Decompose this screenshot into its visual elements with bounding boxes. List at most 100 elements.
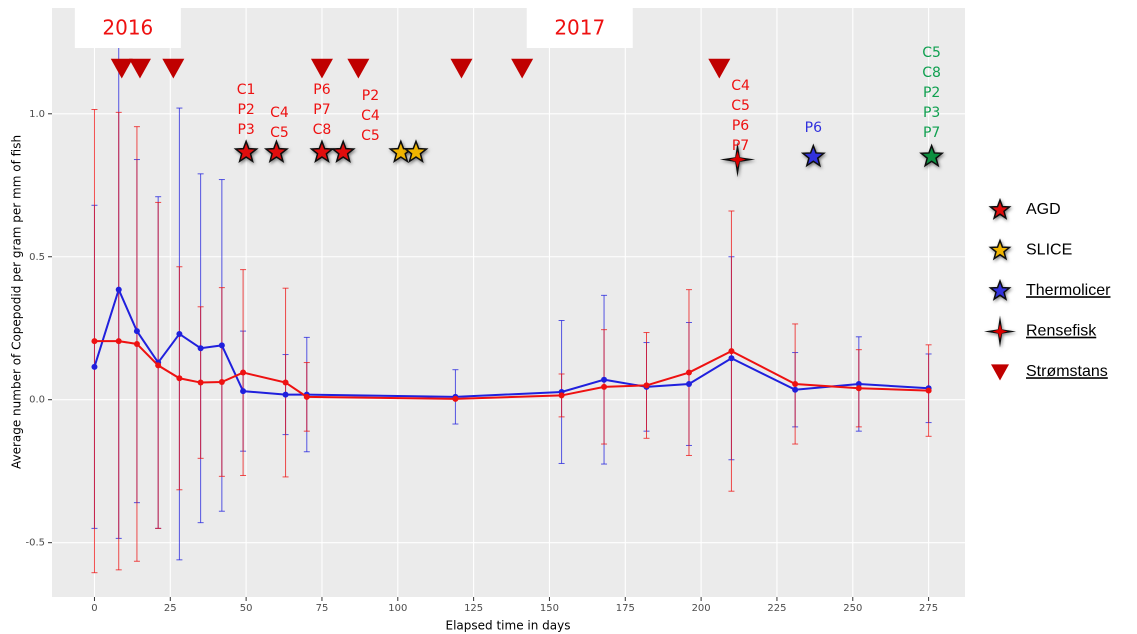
data-point	[115, 338, 122, 345]
annotation: P7	[732, 138, 749, 154]
cross-star-marker	[719, 141, 756, 178]
legend-symbol	[992, 324, 1008, 339]
data-point	[282, 379, 289, 386]
triangle-marker	[310, 58, 333, 79]
legend-label: Strømstans	[1026, 363, 1108, 380]
legend-symbol	[984, 315, 1016, 348]
cross-star-inner	[729, 151, 746, 168]
annotation: C1	[237, 82, 256, 98]
star-marker	[309, 139, 335, 164]
x-tick-label: 175	[616, 603, 635, 614]
data-point	[685, 380, 692, 387]
annotation: P7	[923, 125, 940, 141]
data-point	[218, 378, 225, 385]
star-marker	[800, 143, 826, 168]
data-point	[728, 355, 735, 362]
annotation: C5	[361, 128, 380, 144]
x-tick-label: 25	[164, 603, 177, 614]
data-point	[282, 391, 289, 398]
data-point	[218, 342, 225, 349]
year-label: 2016	[102, 16, 153, 40]
legend-label: SLICE	[1026, 242, 1072, 259]
legend-label: AGD	[1026, 201, 1061, 218]
legend-symbol	[988, 238, 1012, 261]
x-tick-label: 150	[540, 603, 559, 614]
annotation: P7	[313, 102, 330, 118]
x-tick-label: 100	[388, 603, 407, 614]
year-label: 2017	[554, 16, 605, 40]
data-point	[155, 362, 162, 369]
annotation: C4	[731, 78, 750, 94]
star-marker	[263, 139, 289, 164]
year-label-box	[526, 8, 633, 48]
star-marker	[403, 139, 429, 164]
legend-symbol	[988, 197, 1012, 220]
data-point	[685, 369, 692, 376]
annotation: P6	[732, 118, 749, 134]
annotation: P3	[923, 105, 940, 121]
annotation: C8	[922, 65, 941, 81]
triangle-marker	[708, 58, 731, 79]
annotation: C4	[270, 105, 289, 121]
data-point	[197, 379, 204, 386]
plot-background	[52, 8, 965, 597]
annotation: P2	[362, 88, 379, 104]
data-point	[240, 369, 247, 376]
star-marker	[919, 143, 945, 168]
y-tick-label: -0.5	[25, 538, 45, 549]
x-tick-label: 250	[843, 603, 862, 614]
data-point	[728, 348, 735, 355]
data-point	[91, 363, 98, 370]
legend-label: Thermolicer	[1026, 282, 1111, 299]
data-point	[115, 286, 122, 293]
x-tick-label: 75	[316, 603, 329, 614]
x-tick-label: 0	[91, 603, 97, 614]
y-tick-label: 0.0	[29, 395, 45, 406]
year-label-box	[74, 8, 181, 48]
x-axis-title: Elapsed time in days	[446, 619, 571, 633]
x-tick-label: 50	[240, 603, 253, 614]
annotation: P2	[237, 102, 254, 118]
data-point	[303, 393, 310, 400]
annotation: P3	[237, 122, 254, 138]
data-point	[643, 382, 650, 389]
data-point	[855, 380, 862, 387]
annotation: C4	[361, 108, 380, 124]
triangle-marker	[450, 58, 473, 79]
data-point	[176, 330, 183, 337]
annotation: C5	[270, 125, 289, 141]
data-point	[601, 376, 608, 383]
data-point	[176, 375, 183, 382]
y-axis-title: Average number of Copepodid per gram per…	[10, 135, 24, 469]
annotation: C8	[313, 122, 332, 138]
y-tick-label: 0.5	[29, 252, 45, 263]
plot-area	[91, 40, 945, 574]
legend-symbol	[988, 278, 1012, 301]
x-tick-label: 125	[464, 603, 483, 614]
y-tick-label: 1.0	[29, 109, 45, 120]
star-marker	[233, 139, 259, 164]
data-point	[558, 392, 565, 399]
x-tick-label: 275	[919, 603, 938, 614]
data-point	[133, 340, 140, 347]
annotation: P6	[313, 82, 330, 98]
triangle-marker	[162, 58, 185, 79]
data-point	[925, 387, 932, 394]
triangle-marker	[347, 58, 370, 79]
data-point	[792, 380, 799, 387]
triangle-marker	[128, 58, 151, 79]
annotation: P6	[805, 120, 822, 136]
data-point	[240, 388, 247, 395]
data-point	[855, 385, 862, 392]
legend-label: Rensefisk	[1026, 323, 1097, 340]
data-point	[792, 386, 799, 393]
data-point	[133, 328, 140, 335]
x-tick-label: 200	[692, 603, 711, 614]
star-marker	[330, 139, 356, 164]
triangle-marker	[110, 58, 133, 79]
data-point	[601, 383, 608, 390]
data-point	[452, 395, 459, 402]
triangle-marker	[511, 58, 534, 79]
annotation: C5	[731, 98, 750, 114]
